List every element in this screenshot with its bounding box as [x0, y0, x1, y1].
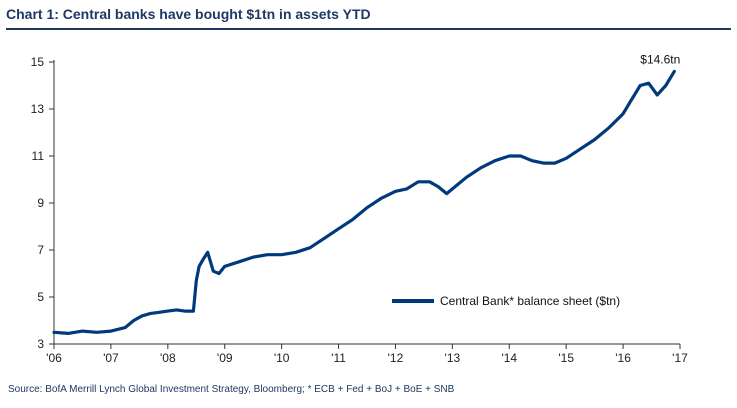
- chart-title: Chart 1: Central banks have bought $1tn …: [6, 6, 371, 22]
- x-tick-label: '13: [445, 351, 461, 365]
- x-tick-label: '07: [103, 351, 119, 365]
- legend-label: Central Bank* balance sheet ($tn): [440, 294, 620, 308]
- source-note: Source: BofA Merrill Lynch Global Invest…: [8, 384, 455, 395]
- x-tick-label: '12: [388, 351, 404, 365]
- series-line-central-bank: [52, 69, 676, 335]
- x-tick-label: '08: [160, 351, 176, 365]
- x-tick-label: '14: [501, 351, 517, 365]
- y-tick-label: 11: [32, 149, 45, 163]
- series-layer: [52, 69, 676, 335]
- x-tick-label: '17: [672, 351, 688, 365]
- title-bar: Chart 1: Central banks have bought $1tn …: [6, 4, 731, 30]
- labels-layer: 3 5 7 9 11 13 15 '06 '07 '08 '09 '10 '11 '12 '13 '14 '15…: [31, 52, 689, 365]
- chart: 3 5 7 9 11 13 15 '06 '07 '08 '09 '10 '11 '12 '13 '14 '15…: [31, 52, 689, 365]
- x-tick-label: '06: [46, 351, 62, 365]
- y-tick-label: 13: [31, 102, 45, 116]
- axes: [49, 60, 681, 349]
- x-tick-label: '11: [331, 351, 346, 365]
- x-tick-label: '09: [217, 351, 233, 365]
- legend: Central Bank* balance sheet ($tn): [392, 294, 620, 308]
- y-tick-label: 9: [37, 196, 44, 210]
- x-tick-label: '16: [615, 351, 631, 365]
- y-tick-label: 7: [37, 243, 44, 257]
- annotation-label: $14.6tn: [640, 52, 680, 66]
- x-tick-label: '10: [274, 351, 290, 365]
- y-tick-label: 5: [37, 290, 44, 304]
- y-tick-label: 3: [37, 337, 44, 351]
- y-tick-label: 15: [31, 55, 45, 69]
- x-tick-label: '15: [558, 351, 574, 365]
